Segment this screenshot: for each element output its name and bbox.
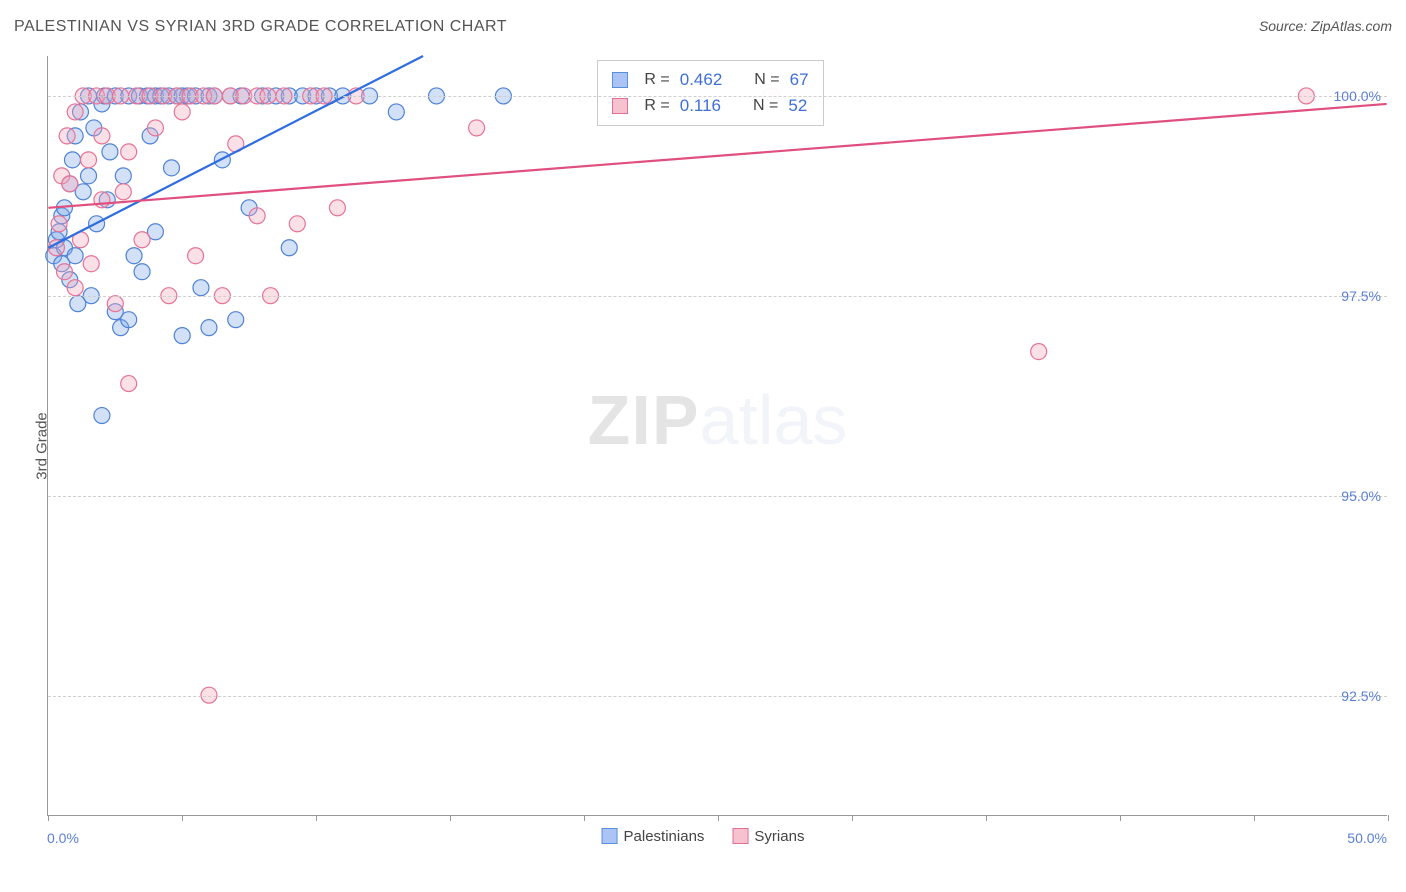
y-tick-label: 97.5% [1331,288,1381,304]
x-axis-min-label: 0.0% [47,830,79,846]
data-point [107,296,123,312]
x-tick [1120,815,1121,821]
data-point [228,312,244,328]
data-point [62,176,78,192]
legend-item: Palestinians [602,828,705,845]
data-point [388,104,404,120]
gridline-h [48,496,1387,497]
data-point [134,264,150,280]
x-tick [48,815,49,821]
series-legend: Palestinians Syrians [602,828,805,845]
legend-item: Syrians [732,828,804,845]
data-point [115,184,131,200]
data-point [67,280,83,296]
source-attribution: Source: ZipAtlas.com [1259,18,1392,34]
x-tick [718,815,719,821]
legend-n-value: 67 [790,70,809,90]
x-tick [584,815,585,821]
legend-label: Syrians [754,828,804,845]
data-point [64,152,80,168]
x-tick [450,815,451,821]
source-link[interactable]: ZipAtlas.com [1311,18,1392,34]
data-point [115,168,131,184]
data-point [56,264,72,280]
correlation-legend: R = 0.462 N = 67 R = 0.116 N = 52 [597,60,823,126]
chart-svg [48,56,1387,815]
data-point [289,216,305,232]
data-point [281,240,297,256]
legend-swatch [732,828,748,844]
legend-swatch [612,72,628,88]
data-point [201,320,217,336]
legend-n-value: 52 [788,96,807,116]
legend-r-value: 0.116 [680,96,721,116]
data-point [83,256,99,272]
source-label: Source: [1259,18,1311,34]
legend-swatch [612,98,628,114]
data-point [59,128,75,144]
data-point [102,144,118,160]
y-tick-label: 95.0% [1331,488,1381,504]
gridline-h [48,96,1387,97]
data-point [121,312,137,328]
data-point [94,408,110,424]
data-point [51,216,67,232]
data-point [164,160,180,176]
data-point [174,104,190,120]
data-point [67,248,83,264]
legend-swatch [602,828,618,844]
x-tick [986,815,987,821]
legend-r-label: R = [644,97,669,115]
data-point [174,328,190,344]
x-tick [182,815,183,821]
x-axis-max-label: 50.0% [1347,830,1387,846]
data-point [188,248,204,264]
y-tick-label: 100.0% [1324,88,1381,104]
legend-r-value: 0.462 [680,70,723,90]
x-tick [1254,815,1255,821]
data-point [48,240,64,256]
y-tick-label: 92.5% [1331,688,1381,704]
x-tick [316,815,317,821]
data-point [329,200,345,216]
x-tick [852,815,853,821]
legend-label: Palestinians [624,828,705,845]
data-point [147,120,163,136]
data-point [121,376,137,392]
gridline-h [48,296,1387,297]
data-point [469,120,485,136]
data-point [67,104,83,120]
legend-row: R = 0.462 N = 67 [612,67,808,93]
data-point [121,144,137,160]
data-point [81,152,97,168]
data-point [126,248,142,264]
legend-r-label: R = [644,71,669,89]
chart-plot-area: ZIPatlas R =0.462N =67R = 0.116N =52 92.… [47,56,1387,816]
chart-title: PALESTINIAN VS SYRIAN 3RD GRADE CORRELAT… [14,18,507,36]
x-tick [1388,815,1389,821]
data-point [1031,344,1047,360]
data-point [134,232,150,248]
data-point [81,168,97,184]
data-point [94,128,110,144]
legend-n-label: N = [753,97,778,115]
data-point [193,280,209,296]
legend-n-label: N = [754,71,779,89]
gridline-h [48,696,1387,697]
data-point [94,192,110,208]
data-point [249,208,265,224]
